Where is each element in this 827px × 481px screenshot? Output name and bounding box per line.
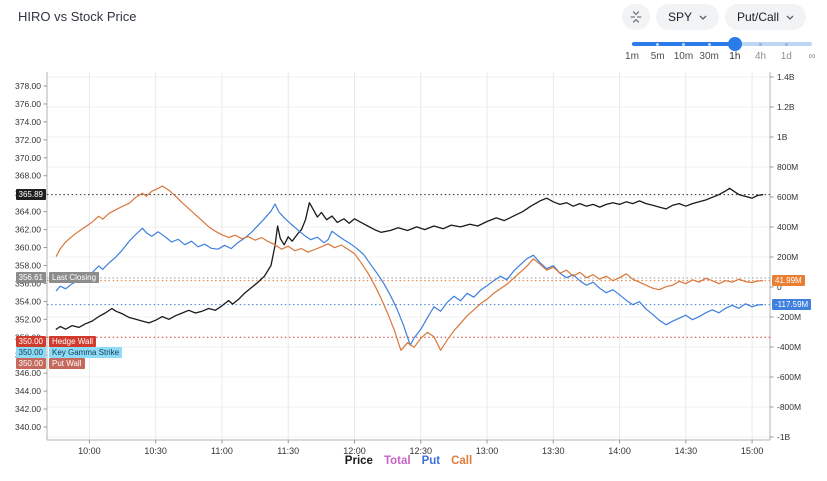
y-left-tick-label: 372.00 — [15, 135, 41, 145]
x-tick-label: 15:00 — [741, 446, 764, 456]
x-tick-label: 14:00 — [608, 446, 631, 456]
y-right-tick-label: 800M — [777, 162, 798, 172]
series-call-line — [55, 185, 764, 351]
axis-spines — [46, 72, 771, 441]
x-tick-label: 12:30 — [409, 446, 432, 456]
interval-label-1h[interactable]: 1h — [729, 51, 741, 62]
x-tick-label: 13:30 — [542, 446, 565, 456]
symbol-label: SPY — [667, 10, 692, 24]
interval-label-30m[interactable]: 30m — [699, 51, 719, 62]
slider-handle[interactable] — [727, 37, 742, 51]
symbol-select[interactable]: SPY — [655, 4, 719, 30]
slider-tick — [656, 42, 660, 46]
chart-legend: Price Total Put Call — [47, 455, 770, 467]
slider-track[interactable] — [632, 37, 812, 51]
slider-tick — [784, 42, 788, 46]
interval-label-∞[interactable]: ∞ — [808, 51, 816, 62]
move-icon — [630, 11, 642, 23]
interval-label-10m[interactable]: 10m — [673, 51, 694, 62]
y-left-tick-label: 348.00 — [15, 350, 41, 360]
y-left-tick-label: 354.00 — [15, 296, 41, 306]
y-left-tick-label: 344.00 — [15, 386, 41, 396]
header-controls: SPY Put/Call — [621, 4, 806, 30]
y-left-tick-label: 366.00 — [15, 189, 41, 199]
y-right-tick-label: 0 — [777, 282, 782, 292]
y-left-tick-label: 378.00 — [15, 81, 41, 91]
interval-label-4h[interactable]: 4h — [755, 51, 767, 62]
mode-select[interactable]: Put/Call — [724, 4, 806, 30]
y-right-tick-label: 1.2B — [777, 102, 795, 112]
series-price-line — [55, 187, 764, 330]
y-left-tick-label: 346.00 — [15, 368, 41, 378]
x-tick-label: 11:00 — [211, 446, 233, 456]
y-right-tick-label: 1B — [777, 132, 788, 142]
y-right-tick-label: 200M — [777, 252, 798, 262]
y-left-tick-label: 350.00 — [15, 332, 41, 342]
interval-slider: 1m 5m 10m 30m 1h 4h 1d ∞ — [624, 36, 820, 66]
x-tick-label: 10:30 — [144, 446, 167, 456]
y-right-tick-label: 1.4B — [777, 72, 795, 82]
y-right-tick-label: 400M — [777, 222, 798, 232]
y-left-tick-label: 362.00 — [15, 225, 41, 235]
y-left-tick-label: 352.00 — [15, 314, 41, 324]
y-left-tick-label: 360.00 — [15, 243, 41, 253]
legend-item-total[interactable]: Total — [383, 455, 411, 467]
series-put-line — [55, 203, 764, 346]
y-left-tick-label: 364.00 — [15, 207, 41, 217]
y-right-tick-label: 600M — [777, 192, 798, 202]
x-tick-label: 14:30 — [675, 446, 698, 456]
slider-tick — [707, 42, 711, 46]
y-left-tick-label: 358.00 — [15, 260, 41, 270]
y-right-tick-label: -1B — [777, 432, 791, 442]
interval-label-5m[interactable]: 5m — [650, 51, 665, 62]
y-right-axis: 1.4B 1.2B 1B 800M 600M 400M 200M 0 -200M -400M -60… — [770, 72, 801, 442]
x-axis: 10:00 10:30 11:00 11:30 12:00 12:30 13:00 13:30… — [78, 440, 763, 456]
y-right-tick-label: -200M — [777, 312, 801, 322]
move-button[interactable] — [621, 4, 650, 30]
y-left-axis: 378.00 376.00 374.00 372.00 370.00 368.00 366.… — [15, 81, 47, 432]
horizontal-gridlines — [47, 76, 770, 438]
chevron-down-icon — [786, 15, 794, 20]
y-left-tick-label: 370.00 — [15, 153, 41, 163]
interval-label-1d[interactable]: 1d — [780, 51, 792, 62]
x-tick-label: 10:00 — [78, 446, 101, 456]
mode-label: Put/Call — [736, 10, 779, 24]
y-left-tick-label: 376.00 — [15, 99, 41, 109]
level-lines — [47, 194, 770, 338]
y-right-tick-label: -600M — [777, 372, 801, 382]
slider-tick — [681, 42, 685, 46]
x-tick-label: 13:00 — [476, 446, 499, 456]
y-left-tick-label: 340.00 — [15, 422, 41, 432]
y-right-tick-label: -800M — [777, 402, 801, 412]
slider-tick — [759, 42, 763, 46]
x-tick-label: 12:00 — [343, 446, 366, 456]
vertical-gridlines — [88, 72, 753, 440]
y-left-tick-label: 374.00 — [15, 117, 41, 127]
interval-label-1m[interactable]: 1m — [625, 51, 639, 62]
page-title: HIRO vs Stock Price — [18, 9, 137, 24]
y-right-tick-label: -400M — [777, 342, 801, 352]
legend-item-put[interactable]: Put — [421, 455, 441, 467]
y-left-tick-label: 368.00 — [15, 171, 41, 181]
legend-item-call[interactable]: Call — [451, 455, 473, 467]
x-tick-label: 11:30 — [277, 446, 299, 456]
chevron-down-icon — [699, 15, 707, 20]
y-left-tick-label: 356.00 — [15, 278, 41, 288]
legend-item-price[interactable]: Price — [344, 455, 373, 467]
y-left-tick-label: 342.00 — [15, 404, 41, 414]
